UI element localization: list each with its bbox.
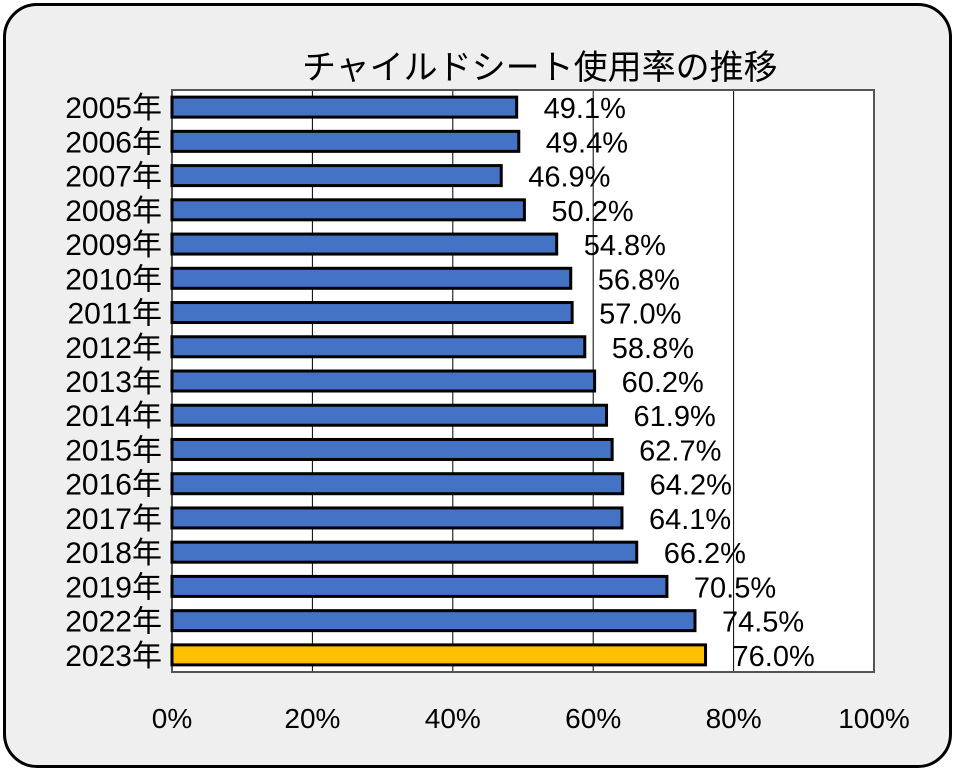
x-tick-label: 60% [565, 703, 621, 734]
x-tick-label: 0% [152, 703, 192, 734]
bar [170, 198, 526, 222]
category-label: 2006年 [65, 126, 162, 159]
bar [170, 540, 639, 564]
bar [170, 369, 597, 393]
bar [170, 403, 609, 427]
category-label: 2014年 [65, 400, 162, 433]
x-tick-label: 80% [706, 703, 762, 734]
category-label: 2015年 [65, 434, 162, 467]
value-label: 66.2% [664, 538, 746, 570]
bar [170, 232, 559, 256]
category-label: 2017年 [65, 503, 162, 536]
bar [170, 164, 503, 188]
category-label: 2023年 [65, 640, 162, 673]
value-label: 57.0% [599, 299, 681, 331]
value-label: 54.8% [584, 230, 666, 262]
bar [170, 506, 624, 530]
category-label: 2019年 [65, 571, 162, 604]
bar [170, 129, 521, 153]
bar [170, 301, 574, 325]
value-label: 56.8% [598, 264, 680, 296]
value-label: 61.9% [634, 401, 716, 433]
category-label: 2005年 [65, 92, 162, 125]
value-label: 74.5% [722, 607, 804, 639]
value-label: 62.7% [639, 435, 721, 467]
value-label: 46.9% [528, 162, 610, 194]
bar [170, 643, 708, 667]
category-label: 2016年 [65, 469, 162, 502]
value-label: 76.0% [733, 641, 815, 673]
value-label: 64.2% [650, 470, 732, 502]
category-label: 2009年 [65, 229, 162, 262]
x-tick-label: 20% [284, 703, 340, 734]
category-label: 2010年 [65, 263, 162, 296]
value-label: 49.1% [544, 93, 626, 125]
bar [170, 472, 625, 496]
category-label: 2008年 [65, 195, 162, 228]
category-label: 2012年 [65, 332, 162, 365]
value-label: 50.2% [551, 196, 633, 228]
bar [170, 95, 519, 119]
category-label: 2022年 [65, 606, 162, 639]
bar [170, 266, 573, 290]
bar [170, 437, 614, 461]
x-tick-label: 40% [425, 703, 481, 734]
category-label: 2007年 [65, 161, 162, 194]
bar [170, 609, 697, 633]
category-label: 2018年 [65, 537, 162, 570]
category-label: 2011年 [67, 298, 162, 331]
value-label: 64.1% [649, 504, 731, 536]
chart-title: チャイルドシート使用率の推移 [302, 48, 778, 88]
value-label: 58.8% [612, 333, 694, 365]
x-tick-label: 100% [838, 703, 910, 734]
value-label: 49.4% [546, 127, 628, 159]
bar [170, 574, 669, 598]
bar [170, 335, 587, 359]
value-label: 70.5% [694, 572, 776, 604]
category-label: 2013年 [65, 366, 162, 399]
value-label: 60.2% [622, 367, 704, 399]
